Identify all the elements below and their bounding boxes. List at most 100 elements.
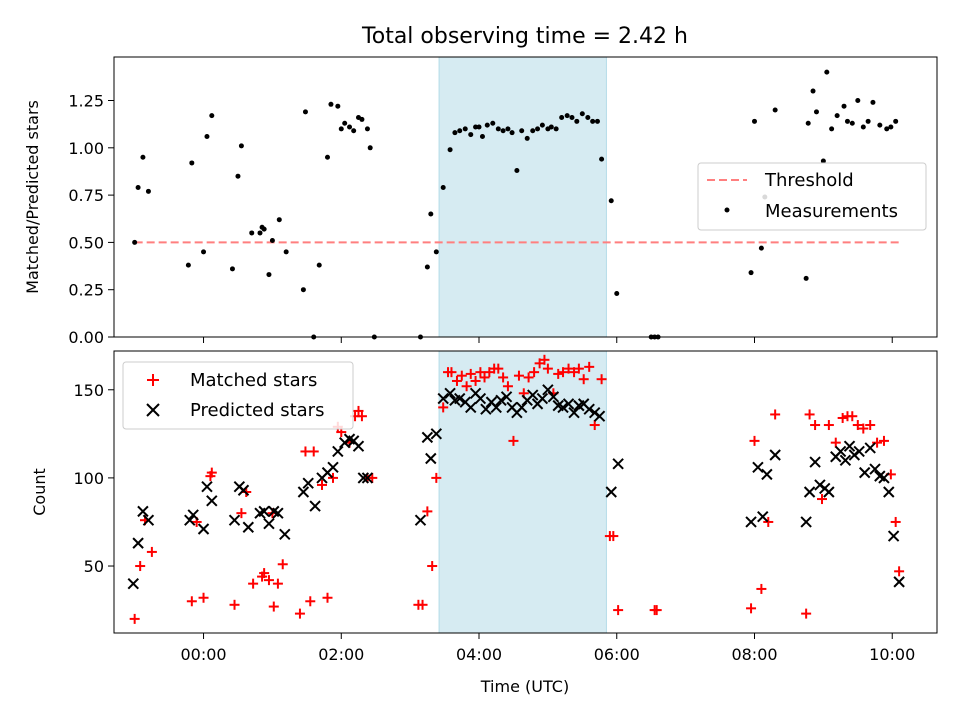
predicted-star-marker — [542, 384, 554, 396]
predicted-star-marker — [757, 510, 769, 523]
predicted-star-marker — [297, 486, 310, 498]
predicted-star-marker — [612, 458, 624, 470]
matched-star-marker — [872, 437, 883, 448]
measurement-point — [530, 128, 536, 134]
matched-star-marker — [277, 559, 288, 570]
predicted-star-marker — [536, 392, 549, 405]
matched-star-marker — [431, 472, 442, 483]
predicted-star-marker — [769, 449, 781, 461]
measurement-point — [209, 113, 215, 119]
matched-star-marker — [756, 583, 767, 594]
predicted-star-marker — [201, 481, 213, 493]
predicted-star-marker — [887, 530, 900, 542]
matched-star-marker — [356, 411, 367, 422]
measurement-point — [367, 145, 373, 151]
matched-star-marker — [823, 420, 834, 431]
measurement-point — [844, 118, 850, 124]
figure-title: Total observing time = 2.42 h — [361, 24, 688, 49]
matched-star-marker — [446, 367, 457, 378]
bottom-y-axis-label: Count — [30, 468, 49, 516]
measurement-point — [364, 126, 370, 132]
matched-star-marker — [589, 420, 600, 431]
measurement-point — [599, 156, 605, 162]
matched-star-marker — [573, 363, 584, 374]
predicted-star-marker — [437, 392, 449, 405]
measurement-point — [514, 168, 520, 174]
predicted-star-marker — [327, 461, 339, 474]
measurement-point — [524, 135, 530, 141]
matched-legend-label: Matched stars — [190, 370, 317, 391]
matched-star-marker — [749, 435, 760, 446]
bottom-x-axis-label: Time (UTC) — [480, 677, 569, 696]
predicted-star-marker — [279, 528, 291, 541]
predicted-star-marker — [127, 577, 139, 590]
measurement-point — [608, 198, 614, 204]
measurement-point — [877, 122, 883, 128]
measurement-point — [424, 264, 430, 270]
measurement-point — [553, 126, 559, 132]
matched-star-marker — [236, 508, 247, 519]
measurement-point — [748, 270, 754, 276]
measurement-point — [457, 128, 463, 134]
threshold-legend-label: Threshold — [764, 170, 854, 191]
predicted-star-marker — [361, 472, 374, 484]
measurement-point — [539, 122, 545, 128]
matched-star-marker — [837, 412, 848, 423]
matched-star-marker — [146, 546, 157, 557]
matched-star-marker — [878, 435, 889, 446]
measurement-point — [855, 98, 861, 104]
bottom-y-axis: 50 100 150 — [73, 381, 114, 576]
matched-star-marker — [539, 354, 550, 365]
measurement-point — [347, 124, 353, 130]
measurement-point — [135, 185, 141, 191]
matched-star-marker — [763, 516, 774, 527]
measurement-point — [189, 160, 195, 166]
top-legend-box — [697, 162, 927, 231]
predicted-star-marker — [803, 486, 816, 498]
matched-star-marker — [563, 363, 574, 374]
predicted-star-marker — [132, 537, 144, 549]
measurement-point — [473, 124, 479, 130]
top-x-axis — [203, 337, 893, 343]
bottom-x-tick-label: 02:00 — [318, 645, 364, 664]
measurement-point — [870, 99, 876, 105]
predicted-star-marker — [352, 440, 365, 452]
measurement-point — [559, 115, 565, 121]
predicted-star-marker — [839, 454, 852, 466]
matched-star-marker — [865, 420, 876, 431]
top-legend: Threshold Measurements — [697, 162, 927, 231]
predicted-star-marker — [421, 431, 434, 444]
measurement-point — [468, 132, 474, 138]
measurement-point — [316, 262, 322, 268]
matched-star-marker — [584, 361, 595, 372]
measurement-point — [476, 124, 482, 130]
predicted-star-marker — [474, 392, 487, 405]
measurement-point — [140, 154, 146, 160]
measurement-point — [509, 130, 515, 136]
matched-star-marker — [328, 472, 339, 483]
measurement-point — [834, 113, 840, 119]
predicted-star-marker — [834, 445, 847, 458]
matched-star-marker — [353, 405, 364, 416]
predicted-star-marker — [547, 391, 560, 403]
matched-star-marker — [852, 420, 863, 431]
measurement-point — [433, 249, 439, 255]
bottom-x-axis: 00:00 02:00 04:00 06:00 08:00 10:00 — [180, 633, 915, 664]
bottom-legend: Matched stars Predicted stars — [122, 361, 354, 430]
measurement-point — [490, 120, 496, 126]
measurements-legend-label: Measurements — [765, 201, 898, 222]
matched-star-marker — [475, 367, 486, 378]
predicted-star-marker — [752, 461, 764, 474]
measurement-point — [342, 120, 348, 126]
matched-star-marker — [542, 363, 553, 374]
measurement-point — [484, 122, 490, 128]
matched-star-marker — [470, 375, 481, 386]
predicted-star-marker — [309, 500, 321, 512]
measurement-point — [440, 185, 446, 191]
measurement-point — [351, 128, 357, 134]
bottom-x-tick-label: 10:00 — [869, 645, 915, 664]
matched-star-marker — [558, 367, 569, 378]
measurement-point — [548, 124, 554, 130]
matched-star-marker — [427, 561, 438, 572]
measurement-point — [829, 126, 835, 132]
